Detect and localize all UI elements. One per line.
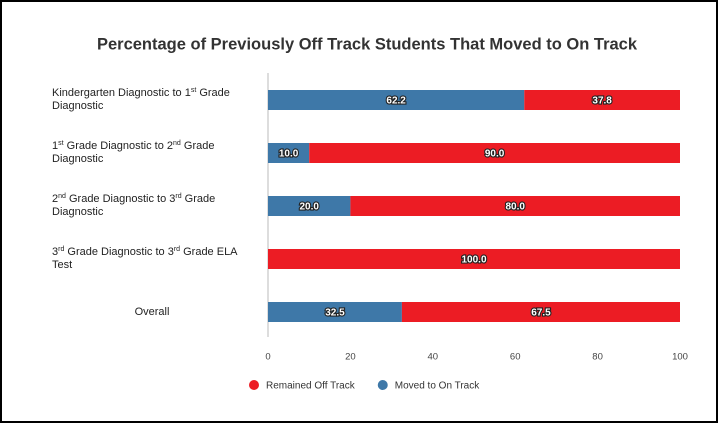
data-label: 80.0 [505,202,525,213]
x-tick-label: 60 [510,352,521,363]
data-label: 32.5 [325,308,345,319]
y-tick-label: 2nd Grade Diagnostic to 3rd Grade Diagno… [52,193,216,218]
bar-segment [309,143,680,163]
bar-segment [268,90,525,110]
data-label: 67.5 [531,308,551,319]
y-tick-label: 3rd Grade Diagnostic to 3rd Grade ELA Te… [52,246,237,271]
y-tick-label: Overall [134,305,170,318]
x-tick-label: 40 [428,352,439,363]
chart-title: Percentage of Previously Off Track Stude… [97,35,638,53]
data-label: 20.0 [299,202,319,213]
bar-segment [268,196,351,216]
data-label: 90.0 [485,149,505,160]
y-tick-label: Kindergarten Diagnostic to 1st Grade Dia… [52,87,230,112]
x-tick-label: 0 [265,352,270,363]
bar-segment [268,302,402,322]
legend-swatch [249,380,259,390]
x-tick-label: 100 [672,352,688,363]
bar-segment [268,143,310,163]
y-tick-label: 1st Grade Diagnostic to 2nd Grade Diagno… [52,140,215,165]
x-tick-label: 80 [592,352,603,363]
bar-segment [268,249,680,269]
data-label: 37.8 [592,96,612,107]
data-label: 62.2 [386,96,406,107]
bar-segment [350,196,680,216]
bar-segment [524,90,680,110]
data-label: 10.0 [279,149,299,160]
bar-segment [401,302,680,322]
x-tick-label: 20 [345,352,356,363]
legend-label: Moved to On Track [395,381,480,392]
data-label: 100.0 [461,255,486,266]
legend-swatch [377,380,388,390]
legend-label: Remained Off Track [266,381,356,392]
